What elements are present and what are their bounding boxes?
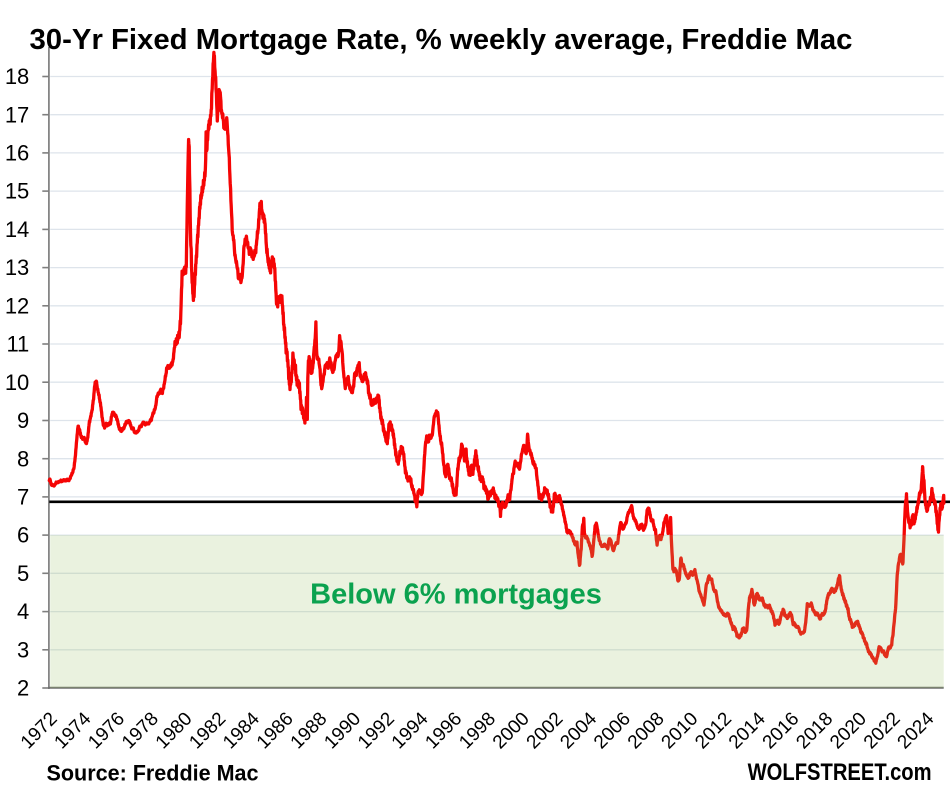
svg-text:16: 16 <box>5 141 29 166</box>
svg-text:18: 18 <box>5 64 29 89</box>
svg-text:12: 12 <box>5 293 29 318</box>
svg-text:17: 17 <box>5 102 29 127</box>
svg-text:4: 4 <box>17 599 29 624</box>
svg-text:Source: Freddie Mac: Source: Freddie Mac <box>47 761 259 786</box>
svg-text:14: 14 <box>5 217 29 242</box>
svg-text:6: 6 <box>17 523 29 548</box>
svg-text:8: 8 <box>17 446 29 471</box>
svg-text:5: 5 <box>17 561 29 586</box>
svg-text:13: 13 <box>5 255 29 280</box>
svg-text:30-Yr Fixed Mortgage Rate, % w: 30-Yr Fixed Mortgage Rate, % weekly aver… <box>30 24 853 56</box>
svg-text:WOLFSTREET.com: WOLFSTREET.com <box>748 759 932 786</box>
svg-text:15: 15 <box>5 179 29 204</box>
svg-text:9: 9 <box>17 408 29 433</box>
svg-text:2: 2 <box>17 676 29 701</box>
svg-text:11: 11 <box>6 332 29 357</box>
svg-text:3: 3 <box>17 637 29 662</box>
svg-text:7: 7 <box>17 485 29 510</box>
svg-text:10: 10 <box>5 370 29 395</box>
svg-text:Below 6% mortgages: Below 6% mortgages <box>310 579 602 611</box>
